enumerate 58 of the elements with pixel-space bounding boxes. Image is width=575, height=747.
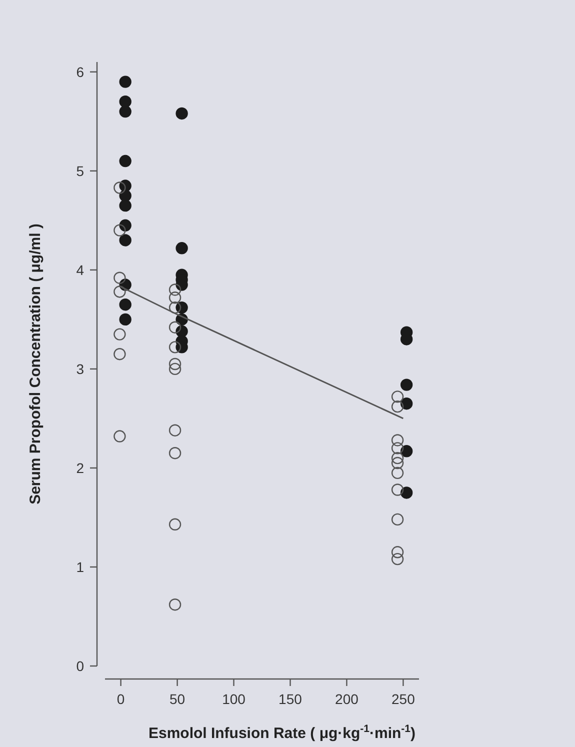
x-tick-label: 100 [222,691,246,707]
point [391,456,404,470]
y-axis-title: Serum Propofol Concentration ( μg/ml ) [27,224,44,504]
point [114,348,126,360]
point [168,292,182,304]
point [168,598,182,611]
x-tick-label: 0 [116,691,125,707]
y-tick-label: 4 [76,262,84,278]
point [168,518,182,531]
point [119,105,132,118]
x-tick-label: 250 [392,691,416,707]
point [391,434,404,446]
point [391,552,404,566]
y-tick-label: 0 [76,658,84,674]
point [168,301,182,314]
point [391,452,404,464]
point [119,298,132,311]
point [168,284,182,296]
x-axis-title: Esmolol Infusion Rate ( μg·kg$^{-1}$·min$^{-1}$) [148,723,416,742]
point [114,328,126,340]
point [391,546,404,558]
y-tick-label: 1 [76,558,84,575]
point [168,424,182,436]
point [119,313,132,326]
point [114,286,126,298]
y-tick-label: 5 [76,162,84,179]
point [114,224,126,236]
point [391,513,404,526]
point [168,321,182,334]
point [114,430,126,442]
point [176,107,188,120]
y-tick-label: 2 [76,460,84,476]
point [391,390,404,403]
x-tick-label: 50 [170,691,186,707]
point [400,378,413,391]
point [114,272,126,284]
point [391,466,404,480]
point [176,242,188,254]
point [168,447,182,460]
point [400,445,413,458]
point [119,96,132,108]
point [391,484,404,496]
point [391,400,404,413]
point [400,398,413,410]
x-tick-label: 200 [335,691,359,707]
point [168,341,182,354]
y-tick-label: 3 [76,360,84,377]
point [114,182,126,194]
point [168,358,182,370]
x-tick-label: 150 [278,691,302,707]
y-tick-label: 6 [76,64,84,80]
point [119,199,132,212]
point [168,362,182,376]
point [119,234,132,246]
point [391,442,404,454]
point [400,486,413,499]
point [119,154,132,168]
point [119,76,132,88]
